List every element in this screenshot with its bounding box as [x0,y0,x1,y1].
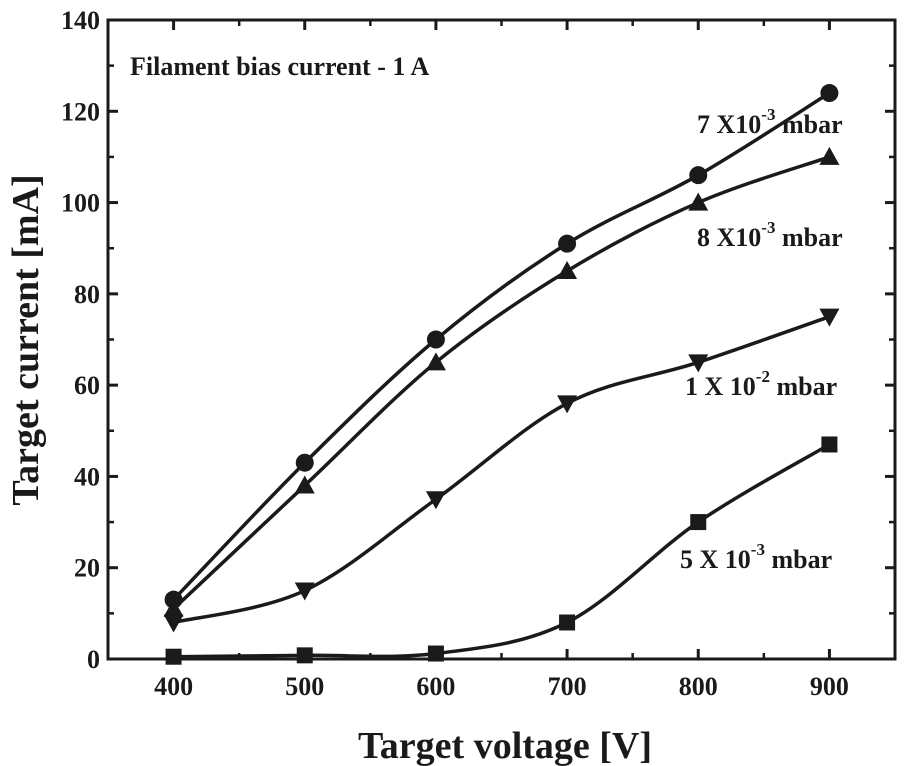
x-axis-label: Target voltage [V] [358,725,652,766]
data-point [558,234,577,253]
data-point [294,475,315,494]
data-point [559,614,576,631]
data-point [163,614,184,633]
data-point [688,192,709,211]
series-line [173,315,830,625]
series-label-base: 8 X10 [697,223,761,252]
series-3 [165,436,838,665]
series-label-exponent: -2 [756,367,770,386]
series-1 [163,146,840,617]
series-2 [163,308,840,633]
series-label-base: 5 X 10 [680,545,751,574]
data-point [819,308,840,327]
data-point [163,598,184,617]
y-tick-label: 0 [87,645,100,674]
data-point [296,647,313,664]
series-label-unit: mbar [765,545,832,574]
y-tick-label: 120 [61,97,100,126]
series-label-unit: mbar [770,372,837,401]
y-axis-label: Target current [mA] [5,174,47,505]
series-label-exponent: -3 [761,105,775,124]
data-point [819,146,840,165]
y-tick-label: 80 [74,280,100,309]
y-tick-label: 60 [74,371,100,400]
series-0 [164,84,839,609]
y-tick-label: 40 [74,462,100,491]
data-point [426,330,445,349]
series-label-unit: mbar [775,223,842,252]
series-label-base: 1 X 10 [685,372,756,401]
annotation: Filament bias current - 1 A [130,52,429,81]
series-line [172,91,831,601]
x-tick-label: 400 [154,672,193,701]
data-point [821,436,838,453]
data-point [689,166,708,185]
series-layer [163,84,840,665]
y-tick-label: 140 [61,6,100,35]
data-point [425,352,446,371]
series-label: 1 X 10-2 mbar [685,367,837,401]
data-point [557,395,578,414]
data-point [427,645,444,662]
x-tick-label: 500 [285,672,324,701]
y-tick-label: 100 [61,189,100,218]
data-point [294,582,315,601]
data-point [557,261,578,280]
series-line [173,442,831,659]
series-label-unit: mbar [775,110,842,139]
data-point [690,514,707,531]
data-point [688,354,709,373]
series-label-exponent: -3 [761,218,775,237]
y-tick-label: 20 [74,554,100,583]
series-label-base: 7 X10 [697,110,761,139]
data-point [165,648,182,665]
series-label-exponent: -3 [751,540,765,559]
x-tick-label: 900 [810,672,849,701]
x-tick-label: 700 [548,672,587,701]
data-point [820,84,839,103]
x-tick-label: 800 [679,672,718,701]
series-label: 5 X 10-3 mbar [680,540,832,574]
series-label: 8 X10-3 mbar [697,218,843,252]
x-tick-label: 600 [416,672,455,701]
axes: 400 500 600 700 800 900 0 20 40 60 80 100 120 140 [61,6,897,701]
series-label: 7 X10-3 mbar [697,105,843,139]
data-point [425,491,446,510]
data-point [295,453,314,472]
